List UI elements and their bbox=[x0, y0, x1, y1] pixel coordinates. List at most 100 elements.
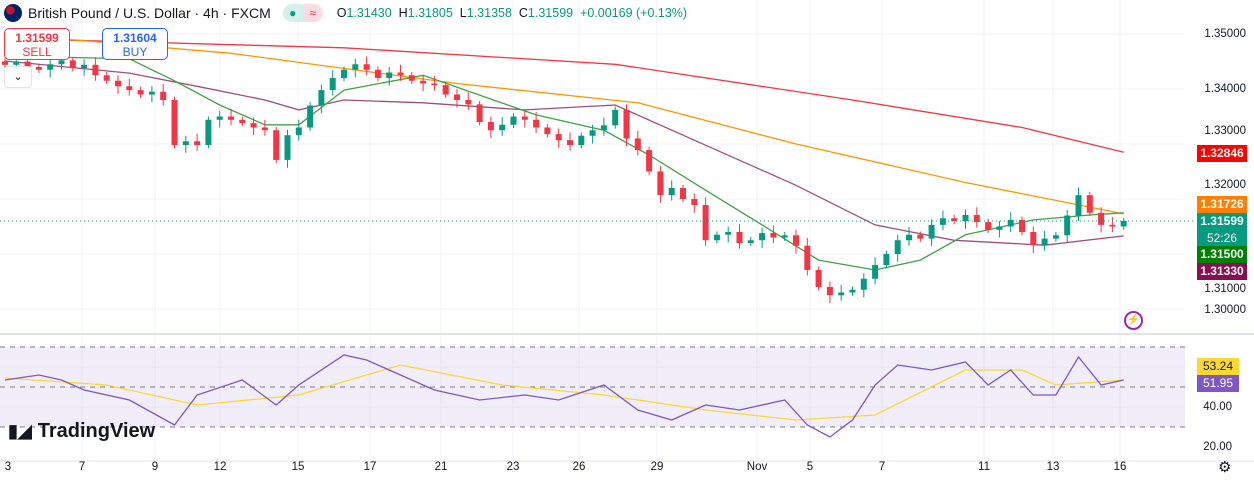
candle bbox=[47, 64, 54, 70]
status-indicators[interactable]: ● ≈ bbox=[282, 4, 323, 22]
candle bbox=[906, 234, 912, 241]
buy-button[interactable]: 1.31604 BUY bbox=[102, 28, 168, 60]
legend-header: British Pound / U.S. Dollar · 4h · FXCM … bbox=[4, 4, 687, 22]
candle bbox=[939, 218, 946, 225]
candle bbox=[533, 119, 540, 128]
date-label: 11 bbox=[978, 461, 990, 473]
candle bbox=[442, 85, 449, 95]
candle bbox=[770, 233, 777, 238]
candle bbox=[341, 69, 347, 78]
sell-button[interactable]: 1.31599 SELL bbox=[4, 28, 70, 60]
candle bbox=[216, 116, 223, 120]
candle bbox=[499, 124, 506, 131]
candle bbox=[1064, 215, 1071, 236]
date-label: 29 bbox=[650, 461, 664, 473]
candle bbox=[92, 64, 99, 76]
ma-orange-line bbox=[4, 33, 1124, 215]
settings-icon[interactable]: ⚙ bbox=[1218, 459, 1232, 476]
date-label: 3 bbox=[4, 461, 12, 473]
candle bbox=[1075, 195, 1082, 216]
candle bbox=[1098, 212, 1105, 225]
candle bbox=[465, 100, 472, 105]
candle bbox=[182, 141, 189, 146]
rsi-axis-label: 40.00 bbox=[1203, 401, 1232, 413]
candle bbox=[713, 234, 720, 241]
candle bbox=[228, 116, 234, 120]
price-tag: 1.31726 bbox=[1197, 196, 1247, 213]
candle bbox=[872, 265, 879, 279]
candle bbox=[725, 232, 732, 235]
symbol-title[interactable]: British Pound / U.S. Dollar · 4h · FXCM bbox=[28, 5, 271, 21]
candle bbox=[793, 235, 799, 246]
candle bbox=[171, 100, 178, 146]
date-label: 21 bbox=[434, 461, 448, 473]
candle bbox=[702, 205, 709, 241]
candle bbox=[420, 80, 427, 84]
candle bbox=[894, 240, 901, 254]
price-tag: 1.31500 bbox=[1197, 246, 1247, 263]
candle bbox=[239, 119, 246, 124]
gbp-usd-flag-icon bbox=[4, 4, 22, 22]
tradingview-logo[interactable]: ▮◢ TradingView bbox=[8, 420, 156, 442]
candle bbox=[1019, 219, 1025, 232]
wave-icon[interactable]: ≈ bbox=[302, 4, 323, 22]
candle bbox=[363, 64, 370, 70]
candle bbox=[578, 135, 585, 146]
price-axis-label: 1.34000 bbox=[1204, 83, 1246, 95]
candle bbox=[589, 130, 596, 136]
candle bbox=[35, 67, 42, 70]
candle bbox=[13, 61, 20, 65]
candle bbox=[838, 292, 845, 296]
candle bbox=[680, 188, 686, 199]
candle bbox=[58, 60, 65, 65]
candle bbox=[261, 127, 268, 131]
candle bbox=[408, 75, 415, 81]
rsi-axis-label: 20.00 bbox=[1203, 441, 1232, 453]
price-axis-label: 1.30000 bbox=[1204, 304, 1246, 316]
candle bbox=[115, 80, 121, 87]
date-label: 12 bbox=[213, 461, 227, 473]
date-label: Nov bbox=[746, 461, 768, 473]
candle bbox=[962, 214, 969, 221]
candle bbox=[476, 104, 483, 122]
candle bbox=[804, 245, 811, 270]
candle bbox=[374, 69, 381, 78]
candle bbox=[1030, 232, 1037, 246]
candle bbox=[521, 116, 528, 120]
date-label: 26 bbox=[572, 461, 586, 473]
candle bbox=[205, 119, 212, 146]
candle bbox=[386, 72, 393, 78]
candle bbox=[318, 90, 325, 106]
candle bbox=[544, 127, 551, 135]
chevron-down-icon[interactable]: ⌄ bbox=[4, 66, 32, 88]
candle bbox=[657, 171, 664, 196]
candle bbox=[454, 94, 460, 100]
candle bbox=[273, 130, 280, 160]
candle bbox=[24, 61, 31, 67]
candle bbox=[883, 254, 890, 265]
change: +0.00169 (+0.13%) bbox=[580, 6, 688, 20]
date-label: 9 bbox=[151, 461, 159, 473]
candle bbox=[781, 235, 788, 238]
candle bbox=[634, 138, 641, 151]
candle bbox=[160, 91, 167, 100]
candle bbox=[103, 75, 110, 81]
market-open-dot-icon[interactable]: ● bbox=[282, 4, 303, 22]
price-tag: 1.32846 bbox=[1197, 145, 1247, 162]
candle bbox=[623, 109, 630, 139]
price-axis-label: 1.32000 bbox=[1204, 179, 1246, 191]
candle bbox=[284, 135, 291, 160]
candle bbox=[69, 60, 76, 69]
candle bbox=[951, 218, 958, 221]
candle bbox=[329, 78, 336, 91]
candle bbox=[600, 125, 607, 131]
candle bbox=[826, 287, 833, 296]
lightning-icon[interactable]: ⚡ bbox=[1124, 311, 1143, 330]
price-axis-label: 1.31000 bbox=[1204, 283, 1246, 295]
candle bbox=[431, 83, 438, 86]
ma-purple-line bbox=[4, 60, 1124, 246]
candle bbox=[2, 61, 8, 65]
candle bbox=[612, 109, 619, 126]
candle bbox=[567, 140, 573, 146]
